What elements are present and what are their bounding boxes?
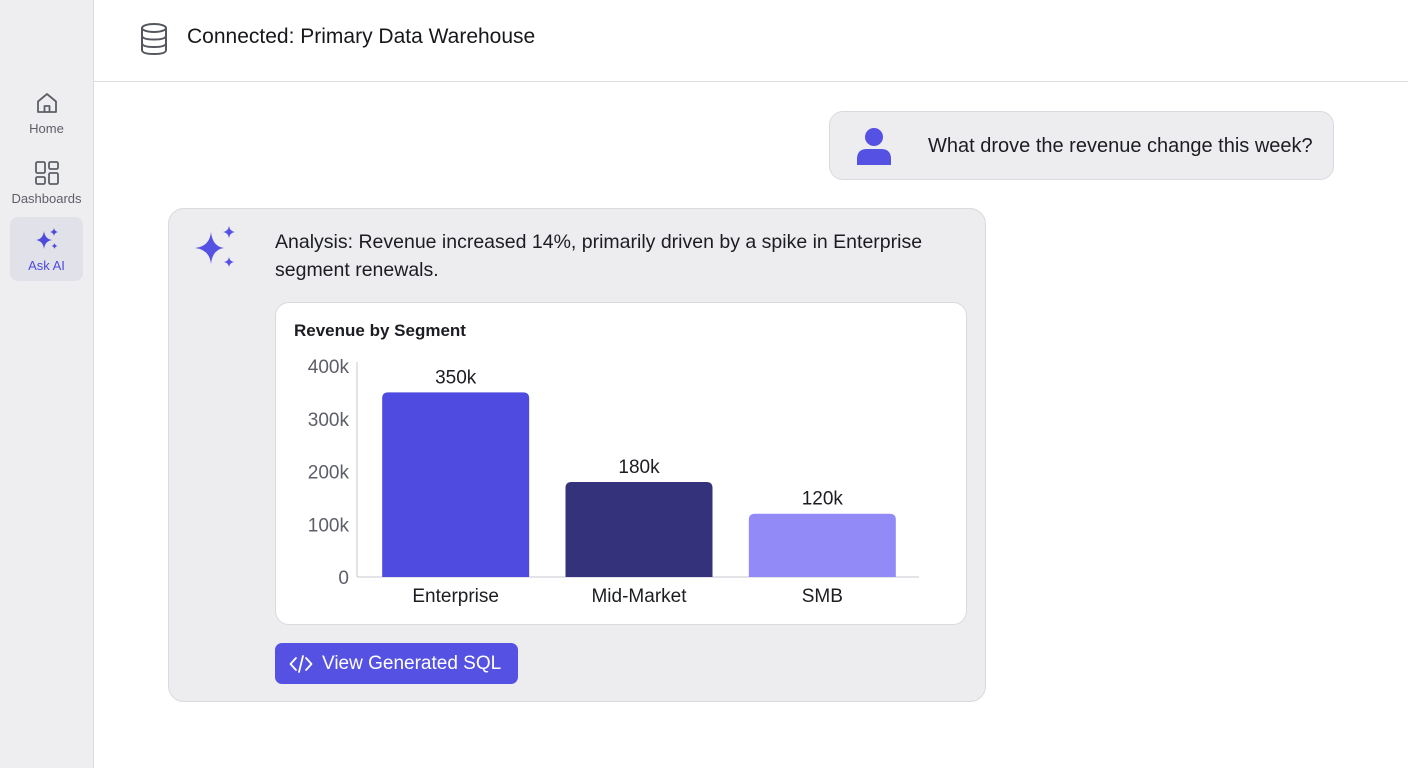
user-message-text: What drove the revenue change this week? bbox=[928, 135, 1313, 157]
sidebar-item-label: Home bbox=[29, 120, 64, 136]
user-message-bubble: What drove the revenue change this week? bbox=[829, 111, 1334, 180]
revenue-bar-chart: 0 100k 200k 300k 400k 350k Enterprise 180k Mid-M… bbox=[308, 357, 919, 607]
user-avatar-icon bbox=[857, 128, 891, 165]
y-tick-label: 300k bbox=[308, 410, 350, 431]
connection-status-title: Connected: Primary Data Warehouse bbox=[187, 25, 536, 48]
chart-title: Revenue by Segment bbox=[294, 321, 466, 340]
bar-data-label: 350k bbox=[435, 367, 477, 388]
bar-enterprise bbox=[382, 392, 530, 577]
bar-data-label: 120k bbox=[802, 489, 844, 510]
analysis-text: Analysis: Revenue increased 14%, primari… bbox=[275, 231, 923, 281]
sidebar-item-home[interactable]: Home bbox=[10, 80, 83, 144]
view-sql-button[interactable]: View Generated SQL bbox=[275, 643, 518, 684]
view-sql-label: View Generated SQL bbox=[322, 652, 502, 674]
sidebar-item-dashboards[interactable]: Dashboards bbox=[10, 150, 83, 214]
code-icon bbox=[289, 654, 313, 673]
bar-smb bbox=[748, 513, 896, 577]
x-category-label: Enterprise bbox=[412, 586, 499, 607]
x-category-label: SMB bbox=[802, 586, 843, 607]
bar-data-label: 180k bbox=[618, 457, 660, 478]
y-tick-label: 200k bbox=[308, 463, 350, 484]
sidebar: Home Dashboards Ask AI bbox=[0, 0, 94, 768]
y-tick-label: 0 bbox=[338, 568, 349, 589]
database-icon bbox=[141, 23, 167, 56]
sparkle-icon bbox=[35, 227, 58, 249]
ai-response-card: Analysis: Revenue increased 14%, primari… bbox=[168, 208, 986, 702]
x-category-label: Mid-Market bbox=[591, 586, 687, 607]
ai-sparkle-icon bbox=[195, 226, 235, 267]
sidebar-item-label: Dashboards bbox=[11, 190, 82, 206]
grid-icon bbox=[34, 160, 59, 185]
home-icon bbox=[36, 92, 57, 113]
bar-mid-market bbox=[565, 482, 713, 577]
sidebar-item-label: Ask AI bbox=[28, 257, 65, 273]
y-tick-label: 400k bbox=[308, 357, 350, 378]
sidebar-item-ask-ai[interactable]: Ask AI bbox=[10, 217, 83, 281]
top-bar: Connected: Primary Data Warehouse bbox=[94, 0, 1408, 82]
y-tick-label: 100k bbox=[308, 515, 350, 536]
revenue-chart-card: Revenue by Segment 0 100k 200k 300k 400k 350k… bbox=[275, 302, 967, 625]
